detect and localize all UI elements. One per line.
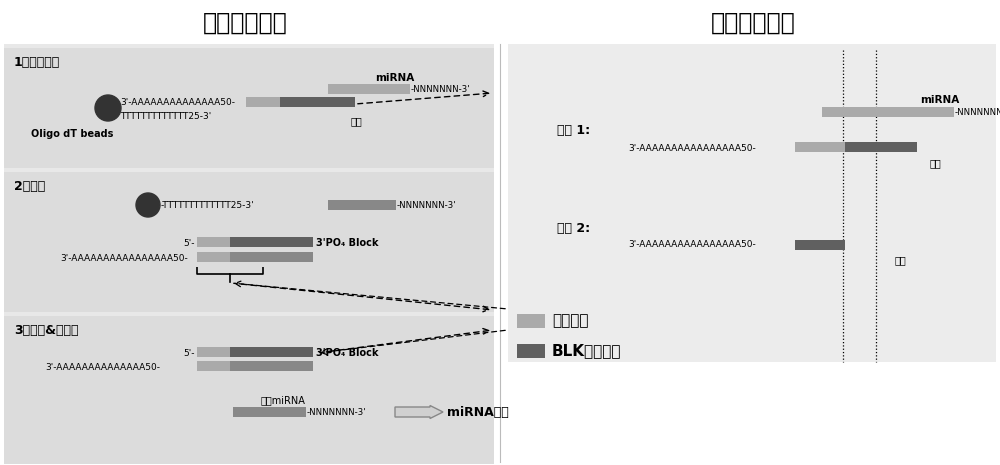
Text: 捕获建库流程: 捕获建库流程: [203, 11, 287, 35]
Bar: [233, 407, 306, 417]
Text: 3'PO₄ Block: 3'PO₄ Block: [316, 238, 378, 248]
Circle shape: [95, 95, 121, 121]
Bar: [795, 142, 845, 152]
Text: 结构 2:: 结构 2:: [557, 221, 590, 234]
Bar: [328, 84, 410, 94]
Bar: [197, 237, 230, 247]
Text: 不同探针结构: 不同探针结构: [711, 11, 795, 35]
Bar: [4, 48, 494, 168]
Bar: [230, 361, 313, 371]
Bar: [822, 107, 954, 117]
Text: 1、杂交捕获: 1、杂交捕获: [14, 57, 60, 69]
Text: 5'-: 5'-: [184, 239, 195, 247]
Bar: [280, 97, 355, 107]
Bar: [4, 172, 494, 312]
Text: -NNNNNNN-3': -NNNNNNN-3': [955, 107, 1000, 117]
Text: 结构 1:: 结构 1:: [557, 124, 590, 137]
Bar: [517, 344, 545, 358]
Text: 3'-AAAAAAAAAAAAAAAA50-: 3'-AAAAAAAAAAAAAAAA50-: [60, 253, 188, 263]
Text: miRNA: miRNA: [920, 95, 960, 105]
Text: Oligo dT beads: Oligo dT beads: [31, 129, 113, 139]
Bar: [246, 97, 280, 107]
Text: -NNNNNNN-3': -NNNNNNN-3': [397, 200, 457, 210]
Text: 5'-: 5'-: [184, 348, 195, 358]
Bar: [4, 316, 494, 464]
Text: TTTTTTTTTTTTT25-3': TTTTTTTTTTTTT25-3': [120, 112, 211, 120]
Text: miRNA建库: miRNA建库: [447, 405, 509, 419]
Bar: [230, 347, 313, 357]
Text: -NNNNNNN-3': -NNNNNNN-3': [411, 85, 471, 93]
Text: 探针: 探针: [894, 255, 906, 265]
Bar: [508, 44, 996, 362]
Bar: [230, 237, 313, 247]
Text: 3'PO₄ Block: 3'PO₄ Block: [316, 348, 378, 358]
Text: 3'-AAAAAAAAAAAAAA50-: 3'-AAAAAAAAAAAAAA50-: [120, 98, 235, 106]
Text: miRNA: miRNA: [375, 73, 415, 83]
Bar: [197, 347, 230, 357]
Text: 连接序列: 连接序列: [552, 313, 588, 328]
Text: BLK封闭序列: BLK封闭序列: [552, 344, 622, 359]
Text: 3'-AAAAAAAAAAAAAAAA50-: 3'-AAAAAAAAAAAAAAAA50-: [628, 144, 756, 153]
Bar: [197, 252, 230, 262]
Text: -TTTTTTTTTTTTT25-3': -TTTTTTTTTTTTT25-3': [161, 200, 255, 210]
Circle shape: [136, 193, 160, 217]
FancyArrow shape: [395, 405, 443, 419]
Text: 2、封闭: 2、封闭: [14, 179, 45, 193]
Bar: [4, 44, 494, 464]
Bar: [795, 240, 845, 250]
Bar: [845, 142, 917, 152]
Bar: [230, 252, 313, 262]
Text: 游离miRNA: 游离miRNA: [261, 395, 305, 405]
Text: 3、变性&去磁珠: 3、变性&去磁珠: [14, 324, 78, 337]
Bar: [197, 361, 230, 371]
Text: 探针: 探针: [929, 158, 941, 168]
Text: -NNNNNNN-3': -NNNNNNN-3': [307, 407, 367, 417]
Text: 3'-AAAAAAAAAAAAAA50-: 3'-AAAAAAAAAAAAAA50-: [45, 363, 160, 372]
Text: 探针: 探针: [350, 116, 362, 126]
Bar: [328, 200, 396, 210]
Bar: [517, 314, 545, 328]
Text: 3'-AAAAAAAAAAAAAAAA50-: 3'-AAAAAAAAAAAAAAAA50-: [628, 239, 756, 248]
